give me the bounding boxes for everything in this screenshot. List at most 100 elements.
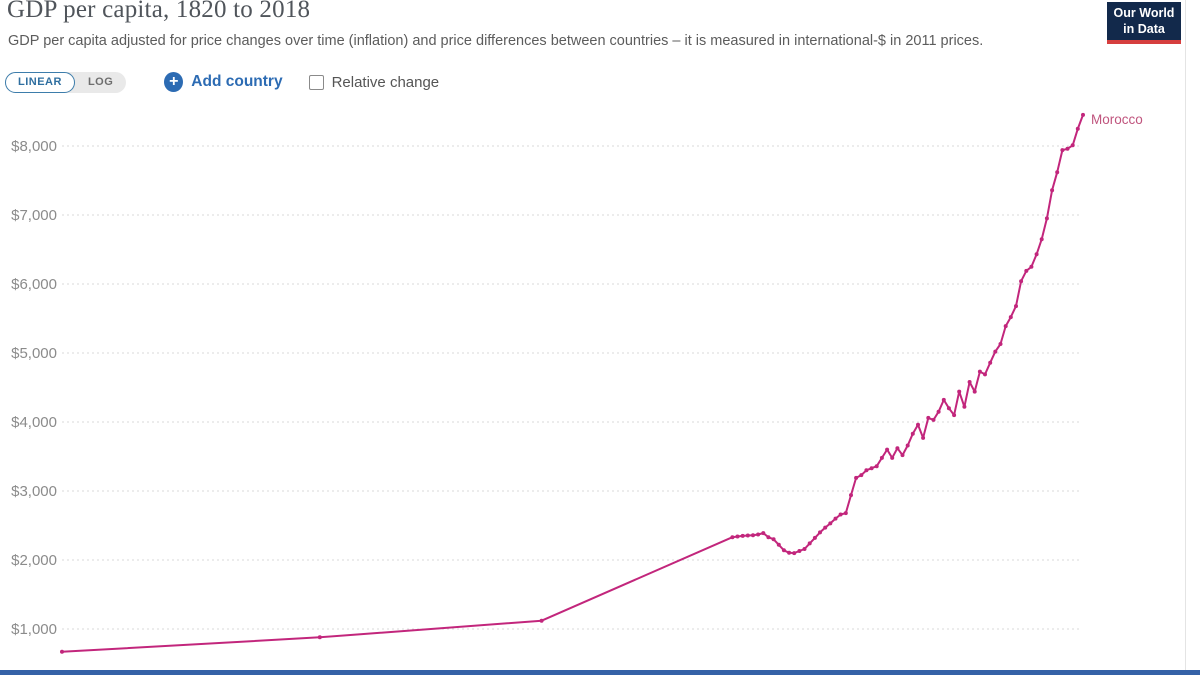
data-point-marker (874, 464, 879, 469)
data-point-marker (1008, 315, 1013, 320)
data-point-marker (849, 493, 853, 498)
y-axis-tick-label: $2,000 (11, 552, 57, 569)
data-point-marker (967, 380, 972, 384)
data-point-marker (859, 473, 864, 478)
data-point-marker (1065, 146, 1070, 151)
data-point-marker (946, 406, 951, 411)
data-point-marker (807, 541, 812, 546)
data-point-marker (317, 635, 322, 640)
data-point-marker (916, 422, 920, 427)
add-country-label: Add country (191, 73, 283, 90)
data-point-marker (771, 537, 776, 542)
y-axis-tick-label: $7,000 (11, 207, 57, 224)
y-axis-tick-label: $3,000 (11, 483, 57, 500)
chart-controls: LINEAR LOG + Add country Relative change (5, 69, 439, 95)
data-point-marker (962, 404, 967, 409)
data-point-marker (1019, 279, 1024, 284)
data-point-marker (833, 516, 838, 521)
data-point-marker (797, 549, 802, 553)
data-point-marker (781, 548, 786, 553)
data-point-marker (910, 431, 915, 436)
data-point-marker (792, 551, 797, 556)
add-country-button[interactable]: + Add country (164, 72, 283, 92)
owid-logo[interactable]: Our World in Data (1107, 2, 1181, 44)
data-point-marker (905, 443, 910, 448)
relative-change-checkbox-icon[interactable] (308, 74, 324, 90)
data-point-marker (895, 446, 900, 451)
owid-logo-line1: Our World (1113, 6, 1175, 20)
data-point-marker (60, 649, 64, 654)
data-point-marker (740, 533, 745, 538)
page-right-edge-line (1185, 0, 1186, 675)
data-point-marker (854, 475, 859, 480)
data-point-marker (1044, 216, 1049, 221)
data-point-marker (936, 409, 941, 414)
data-point-marker (885, 447, 890, 452)
chart-subtitle: GDP per capita adjusted for price change… (8, 33, 984, 49)
data-point-marker (539, 618, 544, 623)
data-point-marker (993, 349, 998, 354)
data-point-marker (864, 468, 869, 473)
data-point-marker (988, 360, 993, 365)
owid-logo-line2: in Data (1123, 22, 1165, 37)
data-point-marker (1050, 188, 1055, 193)
data-point-marker (1070, 143, 1075, 148)
y-axis-tick-label: $6,000 (11, 276, 57, 293)
data-point-marker (1060, 148, 1065, 153)
data-point-marker (812, 535, 817, 540)
data-point-marker (735, 534, 740, 539)
data-point-marker (1081, 112, 1085, 117)
relative-change-toggle[interactable]: Relative change (308, 73, 440, 91)
y-axis-tick-label: $4,000 (11, 414, 57, 431)
data-point-marker (1039, 237, 1044, 242)
plus-circle-icon: + (164, 72, 184, 92)
data-point-marker (1024, 268, 1029, 273)
series-label-morocco[interactable]: Morocco (1091, 112, 1143, 127)
data-point-marker (879, 455, 884, 460)
data-point-marker (818, 530, 822, 535)
data-point-marker (730, 535, 735, 540)
data-point-marker (828, 521, 833, 526)
data-point-marker (787, 550, 792, 555)
data-point-marker (756, 532, 761, 537)
data-point-marker (1014, 304, 1018, 309)
data-point-marker (1003, 324, 1008, 329)
y-axis-tick-label: $5,000 (11, 345, 57, 362)
linear-scale-button[interactable]: LINEAR (5, 71, 75, 93)
scale-toggle: LINEAR LOG (5, 71, 127, 93)
data-point-marker (977, 369, 982, 374)
data-point-marker (952, 413, 957, 418)
data-point-marker (998, 342, 1003, 346)
data-point-marker (776, 542, 781, 547)
data-point-marker (1075, 126, 1080, 131)
data-point-marker (766, 535, 771, 540)
data-point-marker (802, 547, 807, 551)
data-point-marker (838, 512, 843, 517)
data-point-marker (869, 466, 874, 471)
data-point-marker (745, 533, 750, 538)
y-axis-tick-label: $8,000 (11, 138, 57, 155)
data-point-marker (972, 389, 977, 394)
data-point-marker (921, 435, 926, 440)
data-point-marker (1055, 170, 1060, 175)
data-point-marker (751, 533, 755, 538)
bottom-bar (0, 670, 1200, 675)
data-point-marker (983, 372, 987, 377)
y-axis-tick-label: $1,000 (11, 621, 57, 638)
log-scale-button[interactable]: LOG (75, 72, 126, 93)
data-point-marker (957, 389, 962, 394)
data-point-marker (761, 531, 766, 536)
data-point-marker (900, 453, 905, 458)
page-title: GDP per capita, 1820 to 2018 (7, 0, 311, 23)
relative-change-label: Relative change (331, 73, 440, 91)
data-point-marker (931, 417, 936, 422)
data-point-marker (1029, 264, 1034, 269)
data-point-marker (890, 455, 895, 460)
data-point-marker (941, 397, 946, 402)
data-point-marker (1034, 252, 1039, 257)
series-line-morocco[interactable] (61, 113, 1084, 653)
data-point-marker (843, 511, 848, 516)
data-point-marker (823, 525, 828, 530)
